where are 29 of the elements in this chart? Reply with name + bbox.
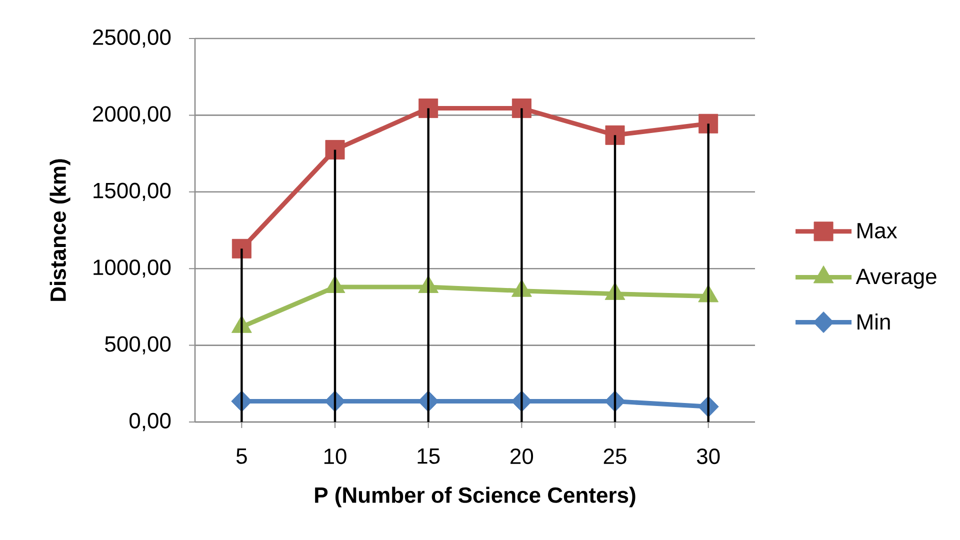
- legend-label: Min: [858, 314, 890, 330]
- point: [325, 140, 345, 160]
- y-tick-label: 2000,00: [93, 106, 171, 124]
- bar: [520, 108, 523, 422]
- x-tick-label: 10: [324, 448, 346, 464]
- point: [232, 238, 252, 258]
- x-tick-label: 25: [604, 448, 626, 464]
- y-tick-label: 500,00: [105, 336, 171, 354]
- y-axis-title: Distance (km): [50, 159, 70, 301]
- point: [605, 125, 625, 145]
- bar: [427, 108, 430, 422]
- bar: [614, 135, 616, 422]
- x-tick-label: 5: [236, 448, 247, 464]
- x-tick-label: 30: [696, 448, 720, 464]
- bar: [334, 150, 336, 422]
- x-axis-title: P (Number of Science Centers): [315, 486, 636, 508]
- y-tick-label: 2500,00: [93, 29, 171, 48]
- y-tick-label: 1000,00: [94, 260, 171, 278]
- bar: [707, 124, 710, 422]
- legend-label: Max: [858, 223, 898, 238]
- point: [512, 98, 532, 118]
- y-tick-label: 0,00: [130, 412, 171, 432]
- legend-label: Average: [856, 268, 936, 289]
- y-tick-label: 1500,00: [94, 182, 171, 201]
- x-tick-label: 20: [510, 448, 534, 464]
- bar: [240, 248, 243, 422]
- point: [698, 114, 718, 134]
- point: [418, 98, 438, 118]
- x-tick-label: 15: [418, 448, 440, 464]
